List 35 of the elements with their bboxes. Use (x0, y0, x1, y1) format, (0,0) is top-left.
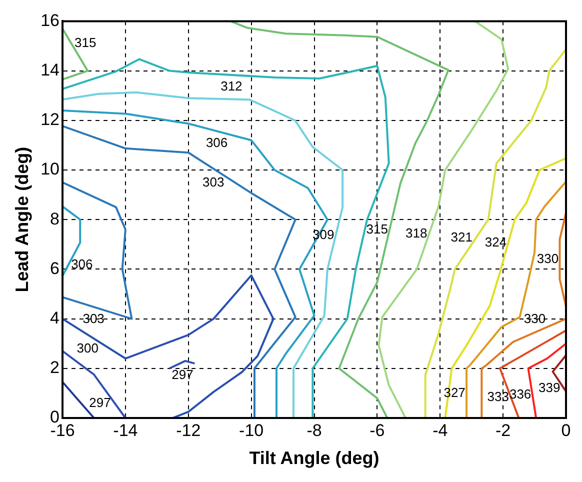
series-label: 303 (82, 311, 104, 326)
x-tick-label: -6 (370, 420, 385, 440)
series-label: 297 (172, 367, 194, 382)
series-label: 318 (406, 225, 428, 240)
x-tick-label: -4 (432, 420, 448, 440)
series-label: 312 (220, 78, 242, 94)
x-tick-label: -10 (239, 420, 264, 440)
series-label: 333 (487, 389, 509, 404)
series-label: 339 (538, 380, 560, 395)
series-label: 306 (71, 256, 93, 272)
y-tick-label: 8 (50, 209, 60, 228)
x-tick-label: -12 (176, 420, 201, 440)
series-label: 324 (484, 234, 507, 250)
series-label: 330 (536, 250, 559, 266)
series-label: 315 (74, 35, 96, 50)
series-label: 306 (206, 135, 228, 150)
y-tick-label: 16 (40, 10, 60, 30)
y-axis-title: Lead Angle (deg) (12, 146, 32, 292)
series-label: 300 (76, 340, 98, 356)
series-label: 297 (89, 394, 111, 410)
series-label: 315 (366, 222, 388, 237)
y-tick-label: 10 (40, 160, 60, 179)
series-label: 321 (450, 229, 472, 244)
series-label: 336 (509, 386, 532, 402)
y-tick-label: 4 (50, 308, 60, 328)
y-tick-label: 6 (50, 258, 60, 278)
y-tick-label: 12 (40, 110, 60, 130)
x-tick-label: 0 (561, 420, 571, 440)
y-tick-label: 2 (50, 358, 60, 378)
x-tick-label: -8 (306, 420, 322, 440)
x-tick-label: -2 (496, 420, 511, 440)
series-label: 303 (202, 174, 224, 190)
y-tick-label: 14 (40, 60, 60, 80)
x-axis-title: Tilt Angle (deg) (249, 448, 380, 468)
x-tick-label: -14 (113, 420, 138, 440)
